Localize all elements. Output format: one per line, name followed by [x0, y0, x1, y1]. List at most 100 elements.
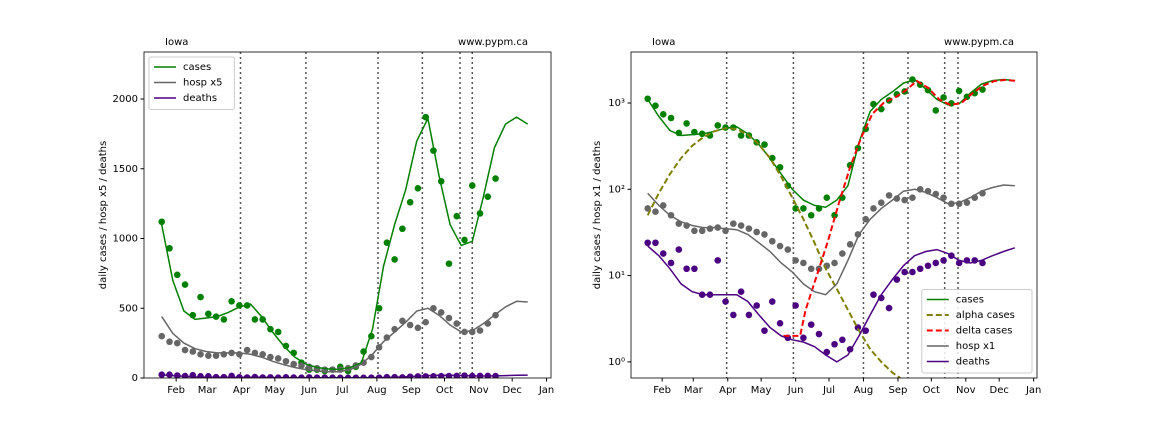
data-point [414, 324, 422, 332]
legend-label: cases [956, 295, 984, 306]
legend: cases hosp x5 deaths [148, 56, 235, 110]
data-point [383, 239, 391, 246]
data-point [399, 225, 406, 233]
legend-label: hosp x1 [956, 341, 995, 352]
data-point [166, 338, 173, 346]
data-point [870, 205, 877, 212]
data-point [274, 328, 282, 336]
data-point [877, 105, 885, 113]
data-point [706, 225, 714, 232]
data-point [220, 350, 228, 358]
data-point [414, 184, 422, 192]
data-point [406, 198, 414, 206]
x-tick-label: May [265, 385, 286, 396]
data-point [776, 319, 784, 327]
x-tick-label: Sep [889, 385, 908, 396]
data-point [955, 87, 963, 95]
data-point [437, 372, 445, 378]
x-tick-label: Dec [990, 385, 1009, 396]
data-point [924, 262, 932, 270]
data-point [745, 225, 753, 232]
data-point [722, 298, 729, 305]
legend-label: deaths [183, 93, 217, 104]
data-point [422, 318, 429, 326]
data-point [768, 237, 776, 245]
data-point [683, 265, 690, 273]
x-tick-label: Oct [923, 385, 940, 396]
data-point [158, 332, 166, 340]
data-point [745, 311, 753, 319]
data-point [831, 259, 838, 267]
data-point [644, 95, 651, 103]
x-tick-label: Nov [469, 385, 489, 396]
y-axis-label: daily cases / hosp x5 / deaths [98, 141, 109, 289]
data-point [940, 257, 947, 264]
y-tick-label: 10² [608, 184, 625, 195]
data-point [251, 316, 259, 323]
data-point [776, 242, 784, 250]
x-tick-label: Apr [233, 385, 251, 396]
data-point [963, 199, 971, 206]
data-point [453, 320, 461, 327]
series-line [647, 245, 1016, 363]
y-tick-label: 10¹ [608, 271, 625, 282]
data-point [737, 288, 745, 296]
data-point [181, 281, 189, 288]
data-point [468, 182, 476, 189]
data-point [659, 250, 667, 257]
y-tick-label: 10³ [608, 98, 625, 109]
data-point [492, 175, 499, 182]
x-tick-label: Feb [653, 385, 671, 396]
legend-label: cases [183, 62, 211, 73]
data-point [205, 373, 212, 378]
data-point [862, 215, 870, 223]
y-tick-label: 0 [132, 373, 138, 384]
x-tick-label: Sep [402, 385, 421, 396]
x-tick-label: Apr [719, 385, 737, 396]
legend-label: delta cases [956, 326, 1013, 337]
data-point [815, 330, 823, 338]
data-point [792, 257, 799, 264]
data-point [205, 352, 212, 359]
data-point [243, 346, 251, 354]
data-point [714, 257, 722, 264]
data-point [901, 268, 908, 276]
legend-box [148, 56, 235, 110]
data-point [800, 205, 807, 212]
data-point [399, 317, 406, 325]
data-point [940, 94, 947, 101]
data-point [932, 107, 940, 114]
data-point [267, 353, 274, 361]
data-point [877, 199, 885, 206]
data-point [274, 355, 282, 362]
data-point [437, 309, 445, 316]
data-point [290, 360, 298, 368]
data-point [761, 231, 768, 238]
y-axis-label: daily cases / hosp x1 / deaths [592, 141, 603, 289]
data-point [737, 222, 745, 229]
data-point [228, 297, 235, 305]
annotation: www.pypm.ca [458, 37, 528, 48]
data-point [298, 362, 305, 369]
x-tick-label: Aug [367, 385, 387, 396]
series-line [160, 116, 529, 371]
x-tick-label: Aug [854, 385, 874, 396]
data-point [870, 291, 877, 299]
data-point [885, 192, 893, 199]
data-point [683, 120, 690, 127]
data-point [932, 259, 940, 267]
y-tick-label: 1000 [113, 234, 138, 245]
data-point [236, 350, 243, 358]
legend-label: alpha cases [956, 310, 1015, 321]
data-point [659, 110, 667, 118]
series-line [783, 78, 1018, 337]
data-point [652, 102, 659, 110]
data-point [197, 293, 204, 301]
data-point [714, 122, 722, 129]
data-point [259, 350, 266, 358]
data-point [823, 194, 831, 201]
data-point [901, 196, 908, 204]
data-point [667, 259, 675, 267]
data-point [282, 357, 290, 365]
